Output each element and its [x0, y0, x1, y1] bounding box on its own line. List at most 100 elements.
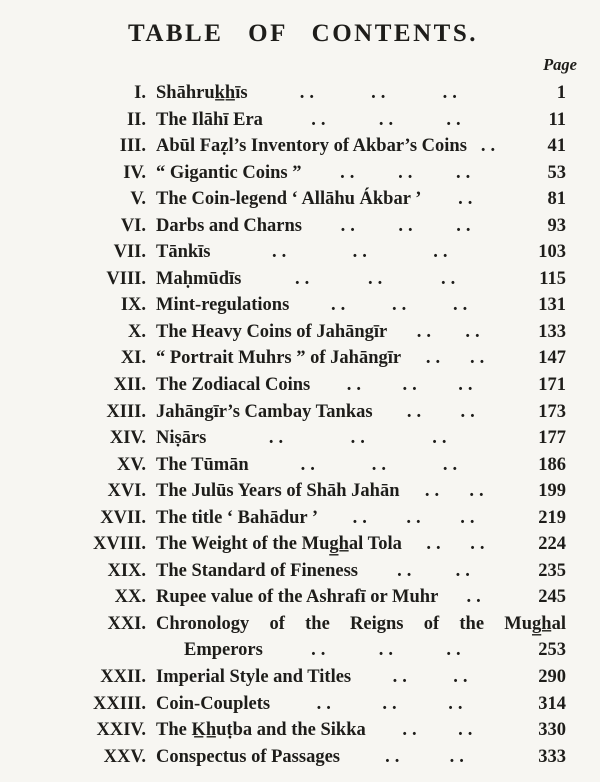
toc-entry-numeral: XV. [117, 454, 146, 475]
dot-leader-group: .. [469, 481, 489, 502]
toc-entry-body: Conspectus of Passages .... [156, 744, 514, 771]
dot-leader-group: .. [465, 321, 485, 342]
toc-row: III. Abūl Faẓl’s Inventory of Akbar’s Co… [40, 133, 566, 160]
dot-leader-group: .. [392, 667, 412, 688]
page-column-label: Page [543, 55, 577, 74]
dot-leader-group: .. [432, 428, 452, 449]
dot-leader-group: .. [271, 242, 292, 263]
dot-leader-group: .. [397, 560, 417, 581]
toc-entry-page: 253 [538, 640, 566, 661]
dot-leader-group: .. [456, 162, 476, 183]
dot-leader: ...... [310, 372, 514, 399]
dot-leader: .... [366, 717, 514, 744]
toc-entry-page: 330 [538, 720, 566, 741]
toc-entry-title: The Weight of the Mug̲h̲al Tola [156, 534, 402, 555]
toc-entry-body: “ Portrait Muhrs ” of Jahāngīr .... [156, 345, 514, 372]
toc-row: Emperors ...... 253 [40, 637, 566, 664]
toc-entry-title: Mint-regulations [156, 295, 290, 316]
toc-entry-title: The Coin-legend ‘ Allāhu Ákbar ’ [156, 189, 422, 210]
dot-leader-group: .. [424, 481, 445, 502]
dot-leader: .... [358, 558, 514, 585]
toc-row: XIII. Jahāngīr’s Cambay Tankas .... 173 [40, 399, 566, 426]
dot-leader: ...... [302, 213, 514, 240]
dot-leader-group: .. [398, 215, 418, 236]
dot-leader-group: .. [406, 507, 426, 528]
toc-row: IX. Mint-regulations ...... 131 [40, 292, 566, 319]
toc-entry-page: 81 [547, 189, 567, 210]
toc-entry-body: The Tūmān ...... [156, 452, 514, 479]
toc-entry-body: Niṣārs ...... [156, 425, 514, 452]
dot-leader: .. [438, 584, 514, 611]
dot-leader-group: .. [346, 375, 366, 396]
toc-entry-numeral: XXII. [100, 667, 146, 688]
toc-entry-body: Shāhruk̲h̲īs ...... [156, 80, 514, 107]
dot-leader-group: .. [480, 136, 501, 157]
toc-entry-title: The Ilāhī Era [156, 109, 263, 130]
toc-entry-title: The title ‘ Bahādur ’ [156, 507, 319, 528]
dot-leader-group: .. [316, 693, 336, 714]
toc-row: XX. Rupee value of the Ashrafī or Muhr .… [40, 584, 566, 611]
toc-entry-title: “ Gigantic Coins ” [156, 162, 302, 183]
toc-entry-body: The Zodiacal Coins ...... [156, 372, 514, 399]
toc-entry-page: 93 [547, 215, 567, 236]
toc-entry-page: 11 [548, 109, 566, 130]
toc-entry-title: “ Portrait Muhrs ” of Jahāngīr [156, 348, 402, 369]
dot-leader: ...... [270, 691, 514, 718]
toc-row: XVIII. The Weight of the Mug̲h̲al Tola .… [40, 531, 566, 558]
toc-row: XXV. Conspectus of Passages .... 333 [40, 744, 566, 771]
toc-entry-numeral: XX. [114, 587, 146, 608]
dot-leader: .... [401, 345, 514, 372]
dot-leader: .... [351, 664, 514, 691]
dot-leader-group: .. [340, 215, 360, 236]
toc-entry-numeral: I. [134, 83, 146, 103]
toc-row: XVII. The title ‘ Bahādur ’ ...... 219 [40, 505, 566, 532]
toc-row: XXII. Imperial Style and Titles .... 290 [40, 664, 566, 691]
toc-entry-page: 41 [547, 136, 567, 157]
dot-leader-group: .. [453, 667, 473, 688]
toc-entry-numeral: II. [126, 109, 146, 130]
toc-entry-numeral: V. [130, 189, 146, 210]
toc-entry-numeral: XI. [120, 348, 146, 369]
dot-leader-group: .. [299, 83, 319, 103]
dot-leader-group: .. [385, 746, 405, 767]
dot-leader-group: .. [469, 348, 490, 369]
table-of-contents: I. Shāhruk̲h̲īs ...... 1 II. The Ilāhī E… [40, 80, 566, 770]
toc-entry-page: 199 [538, 481, 566, 502]
toc-entry-page: 245 [538, 587, 566, 608]
toc-entry-body: The Heavy Coins of Jahāngīr .... [156, 319, 514, 346]
toc-row: XII. The Zodiacal Coins ...... 171 [40, 372, 566, 399]
toc-entry-title: Imperial Style and Titles [156, 667, 352, 688]
dot-leader-group: .. [449, 746, 469, 767]
dot-leader-group: .. [398, 162, 418, 183]
toc-entry-body: “ Gigantic Coins ” ...... [156, 160, 514, 187]
toc-entry-title: Shāhruk̲h̲īs [156, 83, 248, 103]
toc-entry-body: The K̲h̲uṭba and the Sikka .... [156, 717, 514, 744]
toc-entry-body: Coin-Couplets ...... [156, 691, 514, 718]
toc-entry-body: The Ilāhī Era ...... [156, 107, 514, 134]
toc-entry-page: 235 [538, 560, 566, 581]
dot-leader-group: .. [392, 295, 412, 316]
toc-entry-numeral: XXIV. [96, 720, 146, 741]
toc-entry-page: 333 [538, 746, 566, 767]
dot-leader-group: .. [456, 215, 476, 236]
dot-leader-group: .. [458, 375, 478, 396]
toc-entry-body: Rupee value of the Ashrafī or Muhr .. [156, 584, 514, 611]
dot-leader: ...... [263, 107, 514, 134]
toc-entry-page: 177 [538, 428, 566, 449]
dot-leader: ...... [249, 452, 514, 479]
dot-leader-group: .. [402, 375, 422, 396]
toc-entry-numeral: VII. [113, 242, 146, 263]
dot-leader-group: .. [452, 295, 473, 316]
dot-leader-group: .. [440, 268, 461, 289]
toc-row: XV. The Tūmān ...... 186 [40, 452, 566, 479]
toc-entry-page: 171 [538, 375, 566, 396]
dot-leader: .. [467, 133, 514, 160]
toc-entry-page: 314 [538, 693, 566, 714]
toc-row: VII. Tānkīs ...... 103 [40, 239, 566, 266]
dot-leader-group: .. [406, 401, 427, 422]
dot-leader-group: .. [442, 83, 462, 103]
toc-entry-numeral: VI. [120, 215, 146, 236]
toc-entry-title: The Julūs Years of Shāh Jahān [156, 481, 400, 502]
toc-entry-body: Jahāngīr’s Cambay Tankas .... [156, 399, 514, 426]
toc-entry-title: The K̲h̲uṭba and the Sikka [156, 720, 366, 741]
